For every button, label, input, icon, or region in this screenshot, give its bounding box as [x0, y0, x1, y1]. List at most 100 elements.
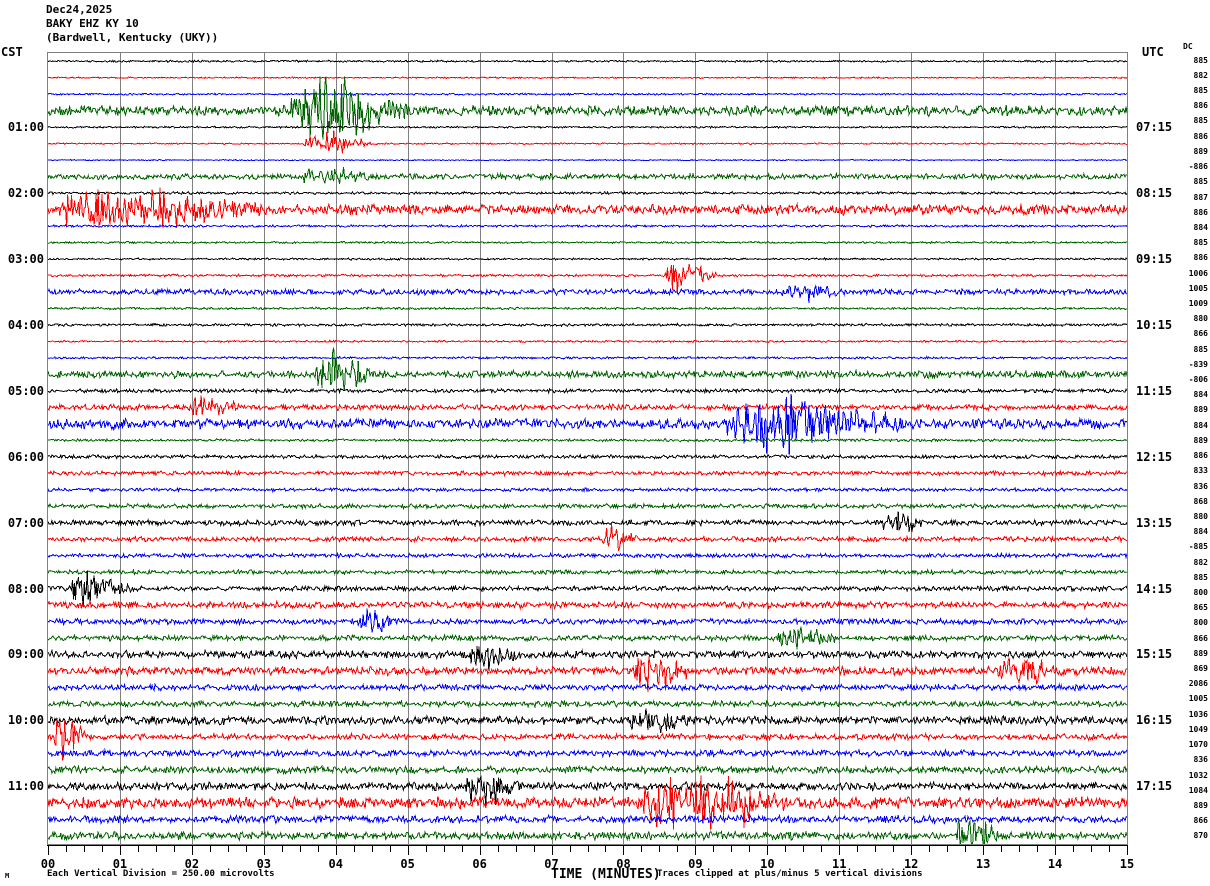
dc-value: 836 — [1193, 755, 1208, 765]
trace-row — [48, 748, 1127, 759]
clip-note: Traces clipped at plus/minus 5 vertical … — [657, 869, 923, 879]
trace-row — [48, 698, 1127, 709]
dc-value: 880 — [1193, 511, 1208, 521]
left-time-label: 02:00 — [7, 186, 44, 201]
dc-value: 884 — [1193, 527, 1208, 537]
dc-value: 884 — [1193, 222, 1208, 232]
trace-row — [48, 486, 1127, 493]
trace-row — [48, 608, 1127, 633]
dc-value: 886 — [1193, 101, 1208, 111]
trace-row — [48, 453, 1127, 460]
trace-row — [48, 59, 1127, 63]
trace-row — [48, 125, 1127, 130]
left-time-label: 01:00 — [7, 120, 44, 135]
dc-value: 884 — [1193, 420, 1208, 430]
grid-lines — [48, 53, 1127, 844]
right-time-label: 08:15 — [1136, 186, 1173, 201]
left-time-label: 11:00 — [7, 779, 44, 794]
left-axis-label: CST — [1, 45, 23, 59]
dc-value: 880 — [1193, 314, 1208, 324]
grid-line-vertical — [191, 53, 193, 844]
dc-value: 886 — [1193, 207, 1208, 217]
x-tick-minor — [731, 845, 733, 852]
x-tick-major — [695, 845, 697, 855]
x-tick-minor — [497, 845, 499, 852]
dc-value: 865 — [1193, 603, 1208, 613]
trace-row — [48, 511, 1127, 533]
x-tick-minor — [677, 845, 679, 852]
trace-row — [48, 306, 1127, 311]
dc-value: 885 — [1193, 55, 1208, 65]
dc-value: 886 — [1193, 253, 1208, 263]
x-tick-minor — [173, 845, 175, 852]
x-tick-major — [407, 845, 409, 855]
x-tick-minor — [101, 845, 103, 852]
dc-value: 866 — [1193, 816, 1208, 826]
dc-value: 1049 — [1188, 724, 1208, 734]
x-tick-minor — [587, 845, 589, 852]
right-time-label: 07:15 — [1136, 120, 1173, 135]
x-tick-minor — [1091, 845, 1093, 852]
grid-line-vertical — [695, 53, 697, 844]
trace-row — [48, 656, 1127, 693]
trace-row — [48, 395, 1127, 416]
x-tick-minor — [1019, 845, 1021, 852]
trace-row — [48, 775, 1127, 806]
grid-line-vertical — [767, 53, 769, 844]
dc-value: 882 — [1193, 557, 1208, 567]
grid-line-vertical — [839, 53, 841, 844]
x-tick-minor — [785, 845, 787, 852]
x-tick-label: 11 — [832, 857, 847, 871]
dc-value: 800 — [1193, 618, 1208, 628]
dc-value: 887 — [1193, 192, 1208, 202]
right-time-label: 10:15 — [1136, 317, 1173, 332]
trace-row — [48, 190, 1127, 196]
dc-value: 889 — [1193, 146, 1208, 156]
trace-row — [48, 599, 1127, 611]
trace-row — [48, 568, 1127, 576]
right-time-label: 09:15 — [1136, 251, 1173, 266]
dc-value: 1005 — [1188, 694, 1208, 704]
x-tick-minor — [821, 845, 823, 852]
trace-row — [48, 263, 1127, 295]
grid-line-vertical — [263, 53, 265, 844]
dc-value: 886 — [1193, 131, 1208, 141]
x-tick-minor — [1109, 845, 1111, 852]
dc-value: 885 — [1193, 344, 1208, 354]
trace-row — [48, 347, 1127, 392]
trace-row — [48, 76, 1127, 140]
x-tick-major — [839, 845, 841, 855]
trace-row — [48, 322, 1127, 328]
left-time-label: 10:00 — [7, 713, 44, 728]
x-tick-label: 09 — [688, 857, 703, 871]
x-tick-minor — [65, 845, 67, 852]
header-date: Dec24,2025 — [46, 3, 113, 16]
x-tick-minor — [299, 845, 301, 852]
x-tick-minor — [605, 845, 607, 852]
x-tick-minor — [155, 845, 157, 852]
x-tick-major — [119, 845, 121, 855]
x-tick-label: 00 — [40, 857, 56, 871]
dc-value: 2086 — [1188, 679, 1208, 689]
x-tick-major — [623, 845, 625, 855]
trace-row — [48, 284, 1127, 303]
trace-row — [48, 437, 1127, 443]
header-location: (Bardwell, Kentucky (UKY)) — [46, 31, 219, 44]
seismogram-plot-area[interactable] — [47, 52, 1128, 845]
trace-row — [48, 158, 1127, 162]
x-tick-major — [191, 845, 193, 855]
dc-value: -886 — [1188, 162, 1208, 172]
dc-value: 885 — [1193, 238, 1208, 248]
trace-row — [48, 551, 1127, 560]
x-tick-label: 15 — [1119, 857, 1135, 871]
dc-value: -839 — [1188, 359, 1208, 369]
left-time-label: 09:00 — [7, 647, 44, 662]
trace-row — [48, 257, 1127, 262]
trace-row — [48, 393, 1127, 455]
grid-line-vertical — [119, 53, 121, 844]
trace-row — [48, 764, 1127, 776]
trace-row — [48, 523, 1127, 551]
left-time-label: 08:00 — [7, 581, 44, 596]
trace-row — [48, 818, 1127, 844]
trace-row — [48, 355, 1127, 361]
